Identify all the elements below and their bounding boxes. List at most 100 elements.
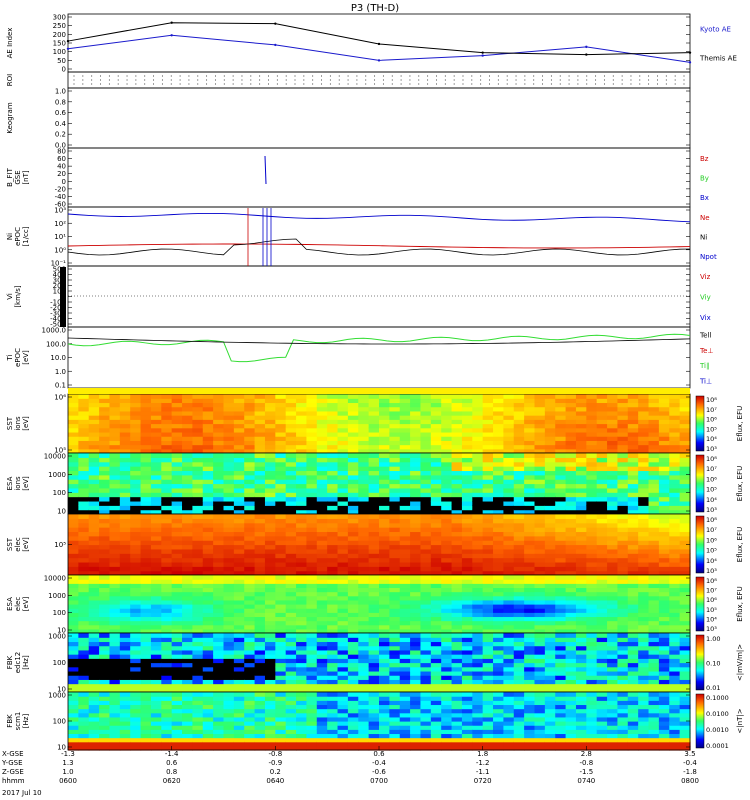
spectrogram-cell — [461, 557, 473, 563]
spectrogram-cell — [171, 587, 183, 593]
spectrogram-cell — [233, 492, 245, 498]
spectrogram-cell — [451, 496, 463, 502]
spectrogram-cell — [638, 522, 650, 528]
spectrogram-cell — [202, 514, 214, 519]
spectrogram-cell — [296, 531, 308, 537]
spectrogram-cell — [596, 479, 608, 485]
spectrogram-cell — [451, 666, 463, 672]
spectrogram-cell — [555, 608, 567, 613]
spectrogram-cell — [627, 505, 639, 511]
spectrogram-cell — [109, 575, 121, 580]
spectrogram-cell — [327, 448, 339, 454]
spectrogram-cell — [389, 394, 401, 399]
spectrogram-cell — [202, 649, 214, 655]
spectrogram-cell — [296, 741, 308, 747]
spectrogram-cell — [648, 518, 660, 524]
spectrogram-cell — [596, 628, 608, 634]
spectrogram-cell — [679, 505, 691, 511]
spectrogram-cell — [358, 492, 370, 498]
spectrogram-cell — [347, 712, 359, 718]
spectrogram-cell — [161, 704, 173, 710]
spectrogram-cell — [78, 645, 90, 651]
spectrogram-cell — [327, 444, 339, 450]
spectrogram-cell — [296, 696, 308, 701]
spectrogram-cell — [399, 745, 411, 751]
spectrogram-cell — [68, 587, 79, 593]
spectrogram-cell — [513, 419, 525, 425]
spectrogram-cell — [410, 654, 422, 659]
spectrogram-cell — [306, 453, 318, 458]
spectrogram-cell — [617, 535, 629, 541]
spectrogram-cell — [78, 587, 90, 593]
spectrogram-cell — [337, 704, 349, 710]
spectrogram-cell — [171, 483, 183, 489]
spectrogram-cell — [119, 406, 131, 412]
spectrogram-cell — [451, 570, 463, 576]
spectrogram-cell — [213, 704, 225, 710]
spectrogram-cell — [130, 548, 142, 554]
spectrogram-cell — [513, 575, 525, 580]
spectrogram-cell — [296, 675, 308, 680]
spectrogram-cell — [534, 522, 546, 528]
spectrogram-cell — [586, 628, 598, 634]
spectrogram-cell — [368, 436, 380, 441]
spectrogram-cell — [586, 679, 598, 685]
spectrogram-cell — [254, 557, 266, 563]
spectrogram-cell — [202, 587, 214, 593]
spectrogram-cell — [337, 608, 349, 613]
spectrogram-cell — [596, 561, 608, 567]
spectrogram-cell — [638, 423, 650, 429]
spectrogram-cell — [503, 620, 515, 626]
spectrogram-cell — [150, 474, 162, 480]
spectrogram-cell — [68, 616, 79, 622]
spectrogram-cell — [461, 666, 473, 672]
spectrogram-cell — [472, 570, 484, 576]
spectrogram-cell — [617, 531, 629, 537]
spectrogram-cell — [88, 394, 100, 399]
panel-frame — [67, 326, 691, 389]
spectrogram-cell — [513, 410, 525, 416]
spectrogram-cell — [213, 436, 225, 441]
spectrogram-cell — [555, 398, 567, 404]
spectrogram-cell — [233, 474, 245, 480]
spectrogram-cell — [109, 616, 121, 622]
spectrogram-cell — [171, 544, 183, 550]
spectrogram-cell — [669, 448, 681, 454]
spectrogram-cell — [182, 666, 193, 672]
spectrogram-cell — [306, 406, 318, 412]
spectrogram-cell — [130, 633, 142, 638]
spectrogram-cell — [306, 595, 318, 601]
spectrogram-cell — [337, 479, 349, 485]
spectrogram-cell — [213, 394, 225, 399]
spectrogram-cell — [161, 692, 173, 697]
spectrogram-cell — [503, 540, 515, 546]
spectrogram-cell — [410, 575, 422, 580]
colorbar-tick: 10⁶ — [706, 475, 717, 483]
spectrogram-cell — [513, 461, 525, 467]
spectrogram-cell — [68, 654, 79, 659]
panel-ylabel: ROI — [6, 74, 14, 86]
spectrogram-cell — [544, 595, 556, 601]
spectrogram-cell — [233, 637, 245, 643]
spectrogram-cell — [68, 696, 79, 701]
spectrogram-cell — [130, 637, 142, 643]
spectrogram-cell — [441, 483, 453, 489]
spectrogram-cell — [327, 509, 339, 515]
spectrogram-cell — [316, 721, 328, 726]
spectrogram-cell — [565, 415, 577, 420]
spectrogram-cell — [555, 423, 567, 429]
spectrogram-cell — [534, 440, 546, 446]
spectrogram-cell — [285, 599, 297, 605]
spectrogram-cell — [233, 608, 245, 613]
spectrogram-cell — [617, 522, 629, 528]
spectrogram-cell — [379, 662, 390, 668]
spectrogram-cell — [327, 721, 339, 726]
spectrogram-cell — [451, 410, 463, 416]
spectrogram-cell — [296, 544, 308, 550]
spectrogram-cell — [389, 505, 401, 511]
spectrogram-cell — [213, 410, 225, 416]
spectrogram-cell — [150, 737, 162, 743]
spectrogram-cell — [150, 641, 162, 647]
spectrogram-cell — [441, 579, 453, 584]
spectrogram-cell — [88, 721, 100, 726]
